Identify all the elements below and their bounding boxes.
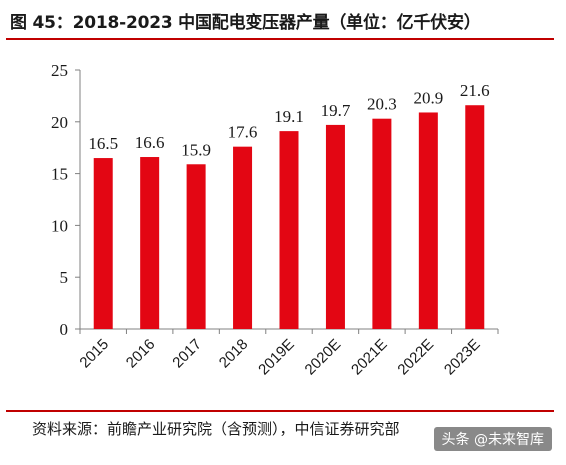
bottom-rule [6,410,554,412]
category-label: 2021E [348,336,391,379]
category-labels: 2015 2016 2017 2018 2019E 2020E 2021E 2022E 2023… [76,336,483,379]
x-axis [79,328,499,334]
category-label: 2023E [441,336,484,379]
y-tick-label: 10 [51,216,68,235]
value-label: 20.9 [413,88,443,107]
category-label: 2019E [255,336,298,379]
bar-2022E [418,112,438,329]
value-label: 16.6 [135,133,165,152]
value-label: 20.3 [367,95,397,114]
value-label: 15.9 [181,140,211,159]
y-tick-label: 15 [51,165,68,184]
y-tick-label: 20 [51,113,68,132]
bar-2019E [279,131,299,329]
bars [93,105,485,330]
y-tick-label: 5 [60,268,69,287]
figure-title: 图 45：2018-2023 中国配电变压器产量（单位：亿千伏安） [10,13,481,33]
bar-2017 [186,164,206,329]
category-label: 2020E [302,336,345,379]
bar-2023E [465,105,485,329]
y-tick-label: 0 [60,320,69,339]
y-tick-label: 25 [51,61,68,80]
value-label: 16.5 [88,134,118,153]
category-label: 2017 [169,336,205,372]
value-labels: 16.5 16.6 15.9 17.6 19.1 19.7 20.3 20.9 21.6 [88,81,489,159]
top-rule [6,38,554,40]
value-label: 19.1 [274,107,304,126]
watermark: 头条 @未来智库 [433,427,552,451]
category-label: 2016 [123,336,159,372]
bar-2020E [325,124,345,330]
category-label: 2022E [394,336,437,379]
bar-2016 [140,157,160,329]
bar-2021E [372,118,392,329]
source-note: 资料来源：前瞻产业研究院（含预测），中信证券研究部 [32,420,400,438]
value-label: 19.7 [321,101,351,120]
value-label: 17.6 [228,123,258,142]
bar-2018 [233,146,253,329]
category-label: 2018 [216,336,252,372]
value-label: 21.6 [460,81,490,100]
bar-2015 [93,158,113,329]
category-label: 2015 [76,336,112,372]
y-axis: 0 5 10 15 20 25 [51,61,81,339]
